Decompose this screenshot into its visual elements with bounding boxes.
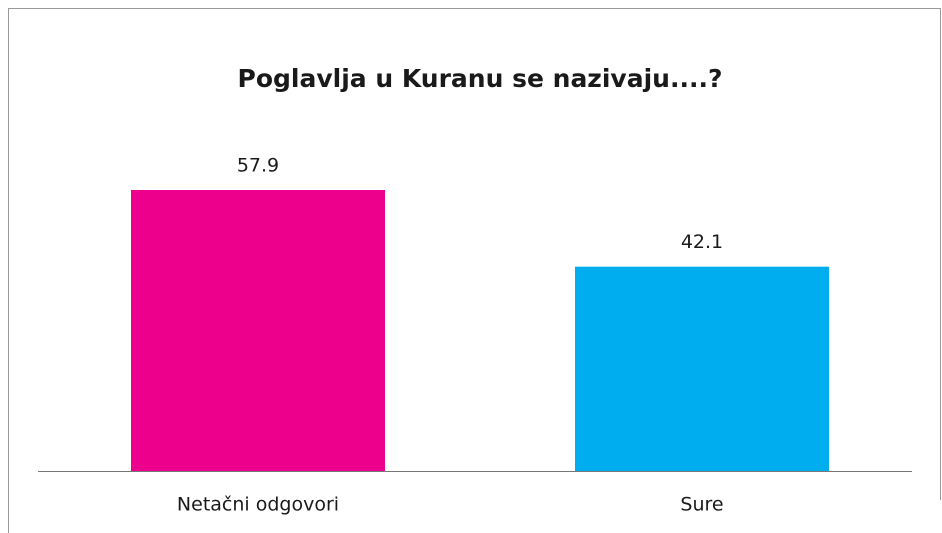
x-tick-label: Netačni odgovori [177,494,339,516]
chart-title: Poglavlja u Kuranu se nazivaju....? [238,64,723,93]
frame [8,8,941,533]
x-tick-label: Sure [680,494,723,516]
bar [131,190,385,471]
bar [575,266,829,471]
data-label: 57.9 [237,155,279,177]
data-label: 42.1 [681,231,723,253]
